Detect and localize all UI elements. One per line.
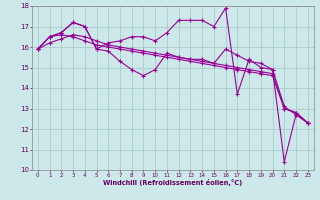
X-axis label: Windchill (Refroidissement éolien,°C): Windchill (Refroidissement éolien,°C) [103, 179, 243, 186]
